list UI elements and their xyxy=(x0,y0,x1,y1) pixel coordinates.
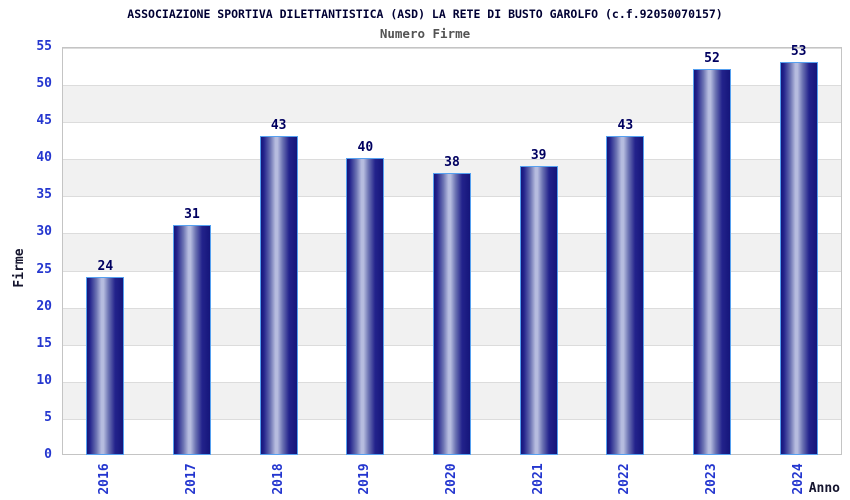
y-tick-label: 50 xyxy=(36,76,52,92)
gridline xyxy=(63,85,841,87)
y-tick-label: 20 xyxy=(36,298,52,314)
y-tick-label: 0 xyxy=(44,447,52,462)
bar-value-label: 38 xyxy=(444,155,460,171)
x-tick-label: 2016 xyxy=(97,463,113,495)
bar-2023 xyxy=(693,69,731,455)
bar-value-label: 43 xyxy=(270,118,287,134)
y-axis-title: Firme xyxy=(12,248,27,288)
x-tick-label: 2017 xyxy=(184,463,199,495)
bar-value-label: 43 xyxy=(617,118,634,134)
chart-subtitle: Numero Firme xyxy=(379,26,471,41)
y-tick-label: 40 xyxy=(36,150,52,166)
bar-value-label: 52 xyxy=(704,51,720,67)
x-tick-label: 2023 xyxy=(704,463,719,495)
x-tick-label: 2020 xyxy=(444,463,459,495)
bar-value-label: 39 xyxy=(530,147,547,163)
x-tick-label: 2022 xyxy=(617,463,633,495)
x-tick-label: 2018 xyxy=(270,463,286,495)
x-tick-label: 2021 xyxy=(530,463,546,495)
bar-2017 xyxy=(173,225,211,455)
y-tick-label: 10 xyxy=(36,372,52,388)
bar-value-label: 40 xyxy=(357,140,374,156)
bar-2021 xyxy=(519,165,558,455)
y-tick-label: 15 xyxy=(36,335,52,351)
bar-2019 xyxy=(346,158,385,455)
gridline xyxy=(63,122,841,124)
y-tick-label: 35 xyxy=(36,187,52,203)
bar-value-label: 53 xyxy=(790,43,807,59)
y-tick-label: 30 xyxy=(36,224,52,240)
y-tick-label: 45 xyxy=(36,113,52,129)
gridline xyxy=(63,48,841,49)
bar-value-label: 31 xyxy=(184,207,200,223)
chart-title: ASSOCIAZIONE SPORTIVA DILETTANTISTICA (A… xyxy=(127,7,723,21)
x-tick-label: 2019 xyxy=(357,463,373,495)
bar-2018 xyxy=(259,136,298,455)
bar-2024 xyxy=(779,61,818,455)
bar-2022 xyxy=(606,136,645,455)
bar-2020 xyxy=(433,173,471,455)
x-tick-label: 2024 xyxy=(790,463,806,495)
bar-2016 xyxy=(86,276,125,455)
y-tick-label: 55 xyxy=(36,39,52,54)
y-tick-label: 25 xyxy=(36,261,52,277)
y-tick-label: 5 xyxy=(44,409,52,425)
gridline xyxy=(63,159,841,161)
bar-value-label: 24 xyxy=(97,258,114,274)
x-axis-title: Anno xyxy=(808,481,840,496)
